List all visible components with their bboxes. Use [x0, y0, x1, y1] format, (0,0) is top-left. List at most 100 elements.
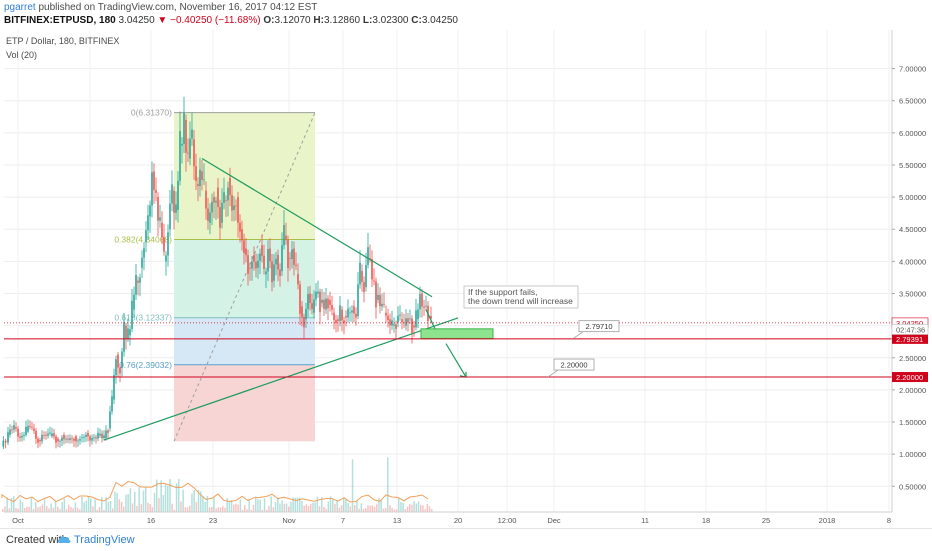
volume-bar [125, 494, 127, 512]
candle-body [53, 433, 55, 437]
volume-bar [59, 509, 61, 512]
volume-bar [296, 497, 299, 512]
tradingview-cloud-icon [57, 536, 71, 543]
candle-body [191, 129, 193, 139]
volume-bar [233, 504, 235, 512]
price-chart[interactable]: 0(6.31370) 0.382(4.34068) 0.618(3.12337) 0.… [0, 0, 932, 528]
volume-bar [197, 489, 200, 512]
candle-body [359, 262, 361, 285]
candle-body [161, 222, 163, 238]
candle-body [37, 438, 39, 443]
candle-body [25, 426, 27, 436]
candle-body [165, 255, 167, 262]
volume-bar [230, 499, 233, 512]
volume-bar [120, 501, 123, 512]
down-triangle-icon: ▼ [157, 15, 168, 26]
candle-body [63, 434, 65, 440]
candle-body [335, 319, 337, 324]
annotation-box [463, 285, 579, 309]
volume-bar [189, 505, 191, 512]
candle-body [239, 222, 241, 232]
volume-bar [318, 506, 321, 512]
volume-bar [395, 509, 398, 512]
candle-body [331, 304, 333, 310]
fib-level-label: 0.382(4.34068) [114, 234, 172, 244]
symbol-label: BITFINEX:ETPUSD, 180 [4, 15, 116, 26]
candle-body [299, 284, 301, 314]
candle-body [57, 438, 59, 442]
candle-body [97, 432, 99, 439]
volume-bar [246, 509, 248, 512]
candle-body [177, 180, 179, 210]
candle-body [217, 187, 219, 208]
volume-bar [424, 509, 426, 512]
volume-bar [134, 491, 136, 512]
volume-bar [241, 509, 244, 512]
volume-bar [167, 486, 169, 512]
candle-body [119, 367, 121, 374]
last-price-label: 3.04250 [896, 319, 923, 328]
author-link[interactable]: pgarret [4, 2, 36, 13]
volume-bar [118, 499, 121, 512]
volume-bar [334, 503, 336, 512]
candle-body [61, 437, 63, 441]
volume-bar [310, 503, 312, 512]
candle-body [65, 438, 67, 440]
candle-body [83, 436, 85, 438]
volume-bar [61, 502, 63, 512]
volume-bar [26, 506, 28, 512]
volume-bar [378, 498, 380, 512]
volume-bar [13, 496, 15, 512]
volume-bar [272, 507, 275, 512]
last-price: 3.04250 [118, 15, 155, 26]
candle-body [319, 291, 321, 313]
candle-body [149, 205, 151, 217]
candle-body [101, 433, 103, 439]
volume-bar [178, 478, 180, 512]
candle-body [147, 215, 149, 231]
volume-bar [8, 508, 11, 512]
volume-bar [259, 499, 261, 512]
fibonacci-retracement: 0(6.31370) 0.382(4.34068) 0.618(3.12337) 0.… [114, 108, 316, 442]
volume-bar [301, 501, 303, 512]
volume-bar [123, 506, 125, 512]
volume-bar [21, 502, 24, 512]
volume-bar [142, 490, 145, 512]
candle-body [313, 299, 315, 313]
volume-bar [105, 497, 107, 512]
volume-bar [340, 505, 343, 512]
volume-bar [288, 506, 290, 512]
volume-bars [1, 457, 433, 512]
candle-body [135, 274, 137, 295]
candle-body [105, 430, 107, 439]
candle-body [265, 271, 267, 275]
candle-body [187, 152, 189, 154]
chart-title: ETP / Dollar, 180, BITFINEX [6, 36, 119, 46]
volume-ma-line [1, 481, 429, 503]
candle-body [423, 306, 425, 308]
y-tick-label: 4.00000 [899, 257, 926, 266]
candle-body [145, 230, 147, 243]
volume-bar [112, 508, 114, 512]
candle-body [231, 195, 233, 211]
volume-bar [41, 504, 44, 512]
volume-bar [19, 499, 22, 512]
candle-body [183, 112, 185, 144]
y-tick-label: 6.00000 [899, 129, 926, 138]
countdown-tag [891, 324, 929, 335]
candle-body [405, 318, 407, 326]
created-with-text: Created with [6, 534, 68, 546]
volume-bar [382, 508, 385, 512]
candle-body [247, 255, 249, 274]
candle-body [181, 143, 183, 146]
candle-body [263, 255, 265, 269]
candle-body [430, 315, 432, 319]
candle-body [295, 264, 297, 266]
volume-bar [70, 506, 72, 512]
candle-body [107, 430, 109, 433]
candle-body [69, 438, 71, 441]
candle-body [89, 436, 91, 441]
candle-body [425, 305, 427, 307]
candle-body [15, 427, 17, 429]
tradingview-brand-link[interactable]: TradingView [74, 534, 135, 546]
